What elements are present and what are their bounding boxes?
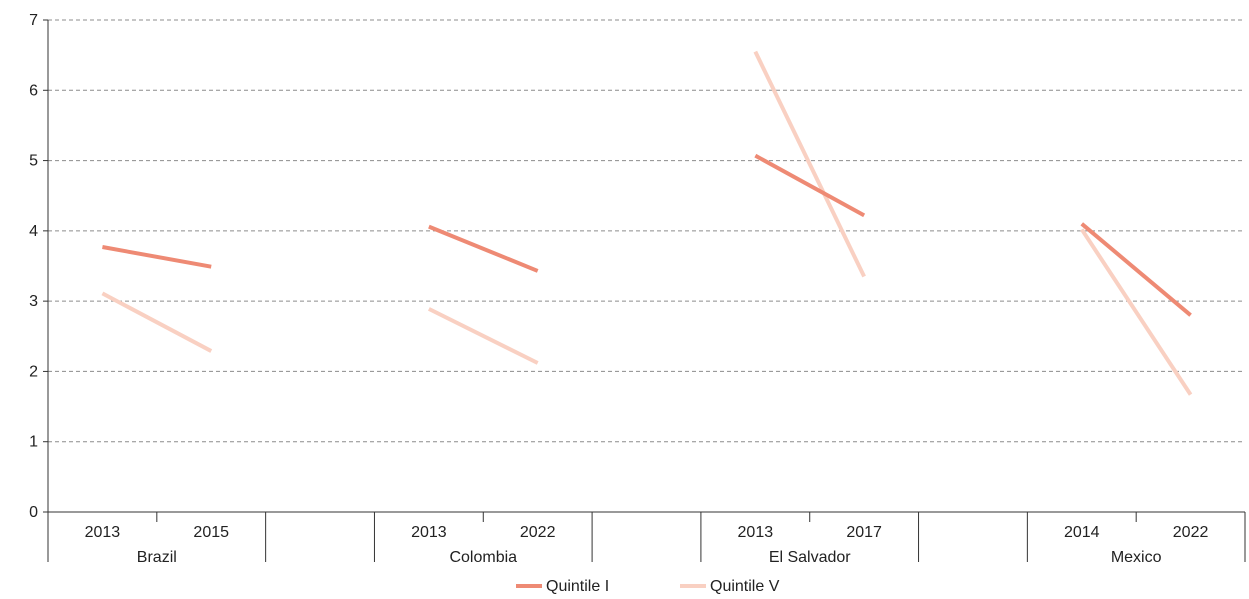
x-tick-label: 2013 <box>411 524 447 541</box>
y-tick-label: 0 <box>29 504 38 521</box>
x-tick-label: 2013 <box>85 524 121 541</box>
x-tick-label: 2013 <box>738 524 774 541</box>
category-label: Brazil <box>137 549 177 566</box>
series-line-quintile-1 <box>1080 222 1192 317</box>
legend-label: Quintile I <box>546 578 609 595</box>
y-tick-label: 2 <box>29 363 38 380</box>
y-tick-label: 3 <box>29 293 38 310</box>
series-line-quintile-5 <box>101 291 213 353</box>
x-tick-label: 2017 <box>846 524 882 541</box>
x-tick-label: 2014 <box>1064 524 1100 541</box>
y-tick-label: 6 <box>29 82 38 99</box>
series-line-quintile-5 <box>427 307 539 365</box>
series-line-quintile-1 <box>102 245 212 269</box>
y-tick-label: 7 <box>29 12 38 29</box>
x-tick-label: 2015 <box>193 524 229 541</box>
x-tick-label: 2022 <box>520 524 556 541</box>
series-line-quintile-5 <box>753 50 866 278</box>
legend-label: Quintile V <box>710 578 780 595</box>
series-line-quintile-1 <box>428 224 539 273</box>
x-tick-label: 2022 <box>1173 524 1209 541</box>
y-tick-label: 4 <box>29 223 38 240</box>
y-tick-label: 5 <box>29 153 38 170</box>
category-label: Colombia <box>449 549 517 566</box>
category-label: Mexico <box>1111 549 1162 566</box>
series-line-quintile-5 <box>1080 228 1193 396</box>
series-line-quintile-1 <box>754 153 866 218</box>
y-tick-label: 1 <box>29 434 38 451</box>
category-label: El Salvador <box>769 549 851 566</box>
